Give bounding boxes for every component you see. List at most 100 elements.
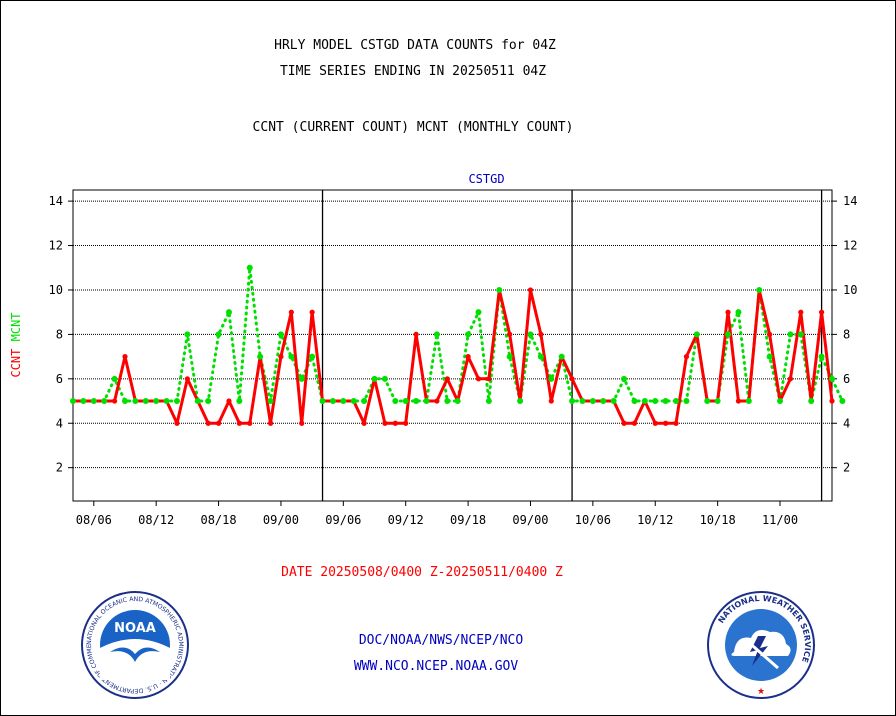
ccnt-point xyxy=(174,420,180,426)
x-tick-label: 10/06 xyxy=(575,513,611,527)
y-tick-label: 4 xyxy=(56,416,63,430)
mcnt-point xyxy=(527,331,534,338)
mcnt-point xyxy=(184,331,191,338)
mcnt-point xyxy=(402,398,409,405)
ccnt-point xyxy=(434,398,440,404)
ccnt-point xyxy=(829,398,835,404)
ccnt-point xyxy=(652,420,658,426)
mcnt-point xyxy=(808,398,815,405)
ccnt-point xyxy=(673,420,679,426)
ccnt-point xyxy=(309,309,315,315)
ccnt-point xyxy=(444,376,450,382)
ccnt-point xyxy=(787,376,794,382)
mcnt-point xyxy=(392,398,399,405)
y-tick-label: 2 xyxy=(56,461,63,475)
mcnt-point xyxy=(631,398,638,405)
ccnt-point xyxy=(465,354,471,360)
mcnt-point xyxy=(350,398,357,405)
noaa-logo-text: NOAA xyxy=(114,621,156,636)
mcnt-point xyxy=(829,375,835,382)
mcnt-point xyxy=(662,398,669,405)
mcnt-point xyxy=(652,398,659,405)
ccnt-point xyxy=(631,420,638,426)
mcnt-point xyxy=(621,375,628,382)
mcnt-point xyxy=(111,375,118,382)
mcnt-point xyxy=(194,398,201,405)
mcnt-point xyxy=(569,398,576,405)
ccnt-point xyxy=(361,420,367,426)
svg-text:★: ★ xyxy=(757,687,765,697)
x-tick-label: 10/12 xyxy=(637,513,673,527)
ccnt-point xyxy=(278,354,284,360)
mcnt-point xyxy=(101,398,108,405)
mcnt-point xyxy=(818,353,825,360)
ccnt-point xyxy=(247,420,253,426)
ccnt-point xyxy=(538,331,544,337)
ccnt-point xyxy=(267,420,274,426)
mcnt-point xyxy=(80,398,87,405)
x-tick-label: 08/06 xyxy=(76,513,112,527)
y-tick-label: 12 xyxy=(49,239,63,253)
x-tick-label: 08/12 xyxy=(138,513,174,527)
x-tick-label: 09/06 xyxy=(325,513,361,527)
ccnt-point xyxy=(403,420,409,426)
mcnt-point xyxy=(132,398,139,405)
mcnt-point xyxy=(70,398,76,405)
mcnt-point xyxy=(246,264,253,271)
ccnt-point xyxy=(205,420,211,426)
ccnt-point xyxy=(215,420,222,426)
chart-title-line-2: TIME SERIES ENDING IN 20250511 04Z xyxy=(279,64,547,79)
mcnt-point xyxy=(361,398,368,405)
x-tick-label: 09/00 xyxy=(263,513,299,527)
y-tick-label-right: 12 xyxy=(843,239,857,253)
mcnt-point xyxy=(236,398,243,405)
ccnt-point xyxy=(392,420,398,426)
mcnt-point xyxy=(506,353,513,360)
mcnt-point xyxy=(641,398,648,405)
mcnt-point xyxy=(735,309,742,316)
ccnt-point xyxy=(527,287,534,293)
mcnt-point xyxy=(90,398,97,405)
ccnt-point xyxy=(735,398,742,404)
mcnt-point xyxy=(693,331,700,338)
ccnt-point xyxy=(725,309,731,315)
mcnt-point xyxy=(704,398,711,405)
mcnt-point xyxy=(319,398,326,405)
mcnt-point xyxy=(205,398,212,405)
date-range-label: DATE 20250508/0400 Z-20250511/0400 Z xyxy=(281,565,563,580)
mcnt-point xyxy=(579,398,586,405)
chart-title-line-1: HRLY MODEL CSTGD DATA COUNTS for 04Z xyxy=(274,38,556,53)
mcnt-point xyxy=(558,353,565,360)
ccnt-point xyxy=(798,309,804,315)
ccnt-point xyxy=(507,331,513,337)
mcnt-point xyxy=(589,398,596,405)
mcnt-point xyxy=(288,353,295,360)
mcnt-point xyxy=(714,398,721,405)
mcnt-point xyxy=(381,375,388,382)
x-tick-label: 10/18 xyxy=(700,513,736,527)
ccnt-point xyxy=(236,420,242,426)
footer-website: WWW.NCO.NCEP.NOAA.GOV xyxy=(353,659,519,674)
y-tick-label: 10 xyxy=(49,283,63,297)
ccnt-point xyxy=(569,376,575,382)
ccnt-point xyxy=(486,376,492,382)
mcnt-point xyxy=(225,309,232,316)
y-tick-label-right: 4 xyxy=(843,416,850,430)
mcnt-point xyxy=(537,353,544,360)
mcnt-point xyxy=(485,398,492,405)
mcnt-point xyxy=(277,331,284,338)
x-tick-label: 11/00 xyxy=(762,513,798,527)
mcnt-point xyxy=(454,398,461,405)
y-tick-label-right: 6 xyxy=(843,372,850,386)
mcnt-point xyxy=(745,398,752,405)
chart-title-line-3: CCNT (CURRENT COUNT) MCNT (MONTHLY COUNT… xyxy=(252,120,574,135)
y-tick-label-right: 2 xyxy=(843,461,850,475)
mcnt-point xyxy=(413,398,420,405)
ccnt-point xyxy=(621,420,627,426)
mcnt-point xyxy=(496,286,503,293)
mcnt-point xyxy=(725,331,732,338)
mcnt-point xyxy=(475,309,482,316)
mcnt-point xyxy=(766,353,773,360)
mcnt-point xyxy=(257,353,264,360)
